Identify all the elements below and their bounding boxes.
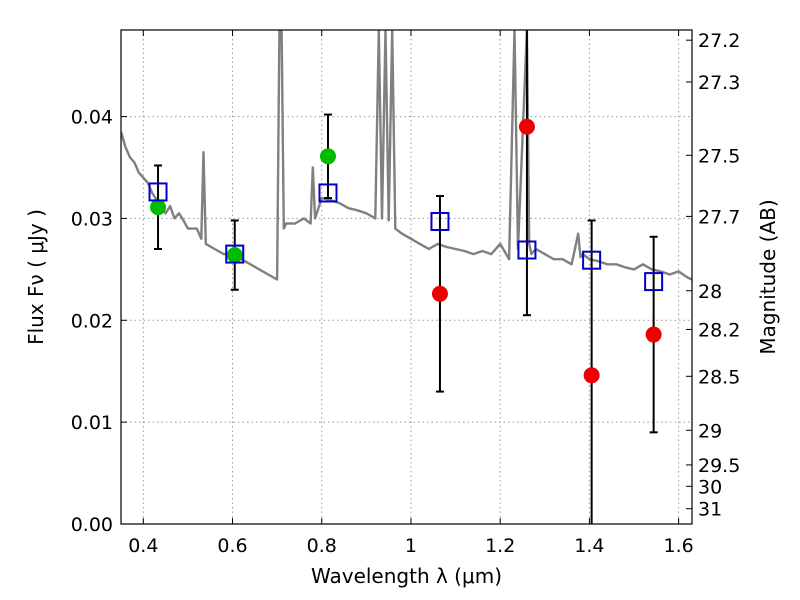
axis-ticks: 0.4 0.6 0.8 1 1.2 1.4 1.6 0.00 0.01 0.02 0.03 0.04 2… xyxy=(71,30,740,557)
green-data-point xyxy=(226,247,243,264)
y-axis-title: Flux Fν ( μJy ) xyxy=(24,209,48,345)
y2-tick-label: 28 xyxy=(698,281,722,303)
model-photometry-square xyxy=(430,211,450,231)
model-spectrum xyxy=(121,30,692,281)
y2-tick-label: 27.2 xyxy=(698,30,740,52)
green-data-point xyxy=(150,199,167,216)
model-photometry-square xyxy=(582,250,602,270)
y2-tick-label: 29 xyxy=(698,420,722,442)
x-tick-label: 0.4 xyxy=(128,535,158,557)
red-data-point xyxy=(518,118,535,135)
data-points xyxy=(148,118,664,384)
red-data-point xyxy=(645,326,662,343)
x-tick-label: 0.6 xyxy=(217,535,247,557)
y2-axis-title: Magnitude (AB) xyxy=(756,199,780,354)
y2-tick-label: 27.7 xyxy=(698,206,740,228)
y2-tick-label: 31 xyxy=(698,499,722,521)
model-photometry-square xyxy=(225,244,245,264)
model-spectrum-line xyxy=(121,30,692,281)
x-tick-label: 0.8 xyxy=(307,535,337,557)
y2-tick-label: 30 xyxy=(698,476,722,498)
x-axis-title: Wavelength λ (μm) xyxy=(311,564,502,588)
x-tick-label: 1.4 xyxy=(574,535,604,557)
y2-tick-label: 27.3 xyxy=(698,72,740,94)
model-photometry-square xyxy=(318,183,338,203)
x-tick-label: 1.6 xyxy=(664,535,694,557)
y-tick-label: 0.03 xyxy=(71,208,113,230)
green-data-point xyxy=(319,148,336,165)
model-photometry-square xyxy=(644,272,664,292)
model-photometry-square xyxy=(517,240,537,260)
red-data-point xyxy=(431,285,448,302)
y2-tick-label: 28.2 xyxy=(698,319,740,341)
y2-tick-label: 27.5 xyxy=(698,145,740,167)
x-tick-label: 1 xyxy=(405,535,417,557)
grid xyxy=(121,30,692,524)
x-tick-label: 1.2 xyxy=(485,535,515,557)
model-photometry-square xyxy=(148,182,168,202)
y-tick-label: 0.01 xyxy=(71,412,113,434)
y2-tick-label: 29.5 xyxy=(698,455,740,477)
plot-frame xyxy=(120,29,693,525)
y-tick-label: 0.00 xyxy=(71,514,113,536)
y-tick-label: 0.02 xyxy=(71,310,113,332)
y2-tick-label: 28.5 xyxy=(698,366,740,388)
errorbars xyxy=(154,30,658,524)
y-tick-label: 0.04 xyxy=(71,107,113,129)
red-data-point xyxy=(583,367,600,384)
